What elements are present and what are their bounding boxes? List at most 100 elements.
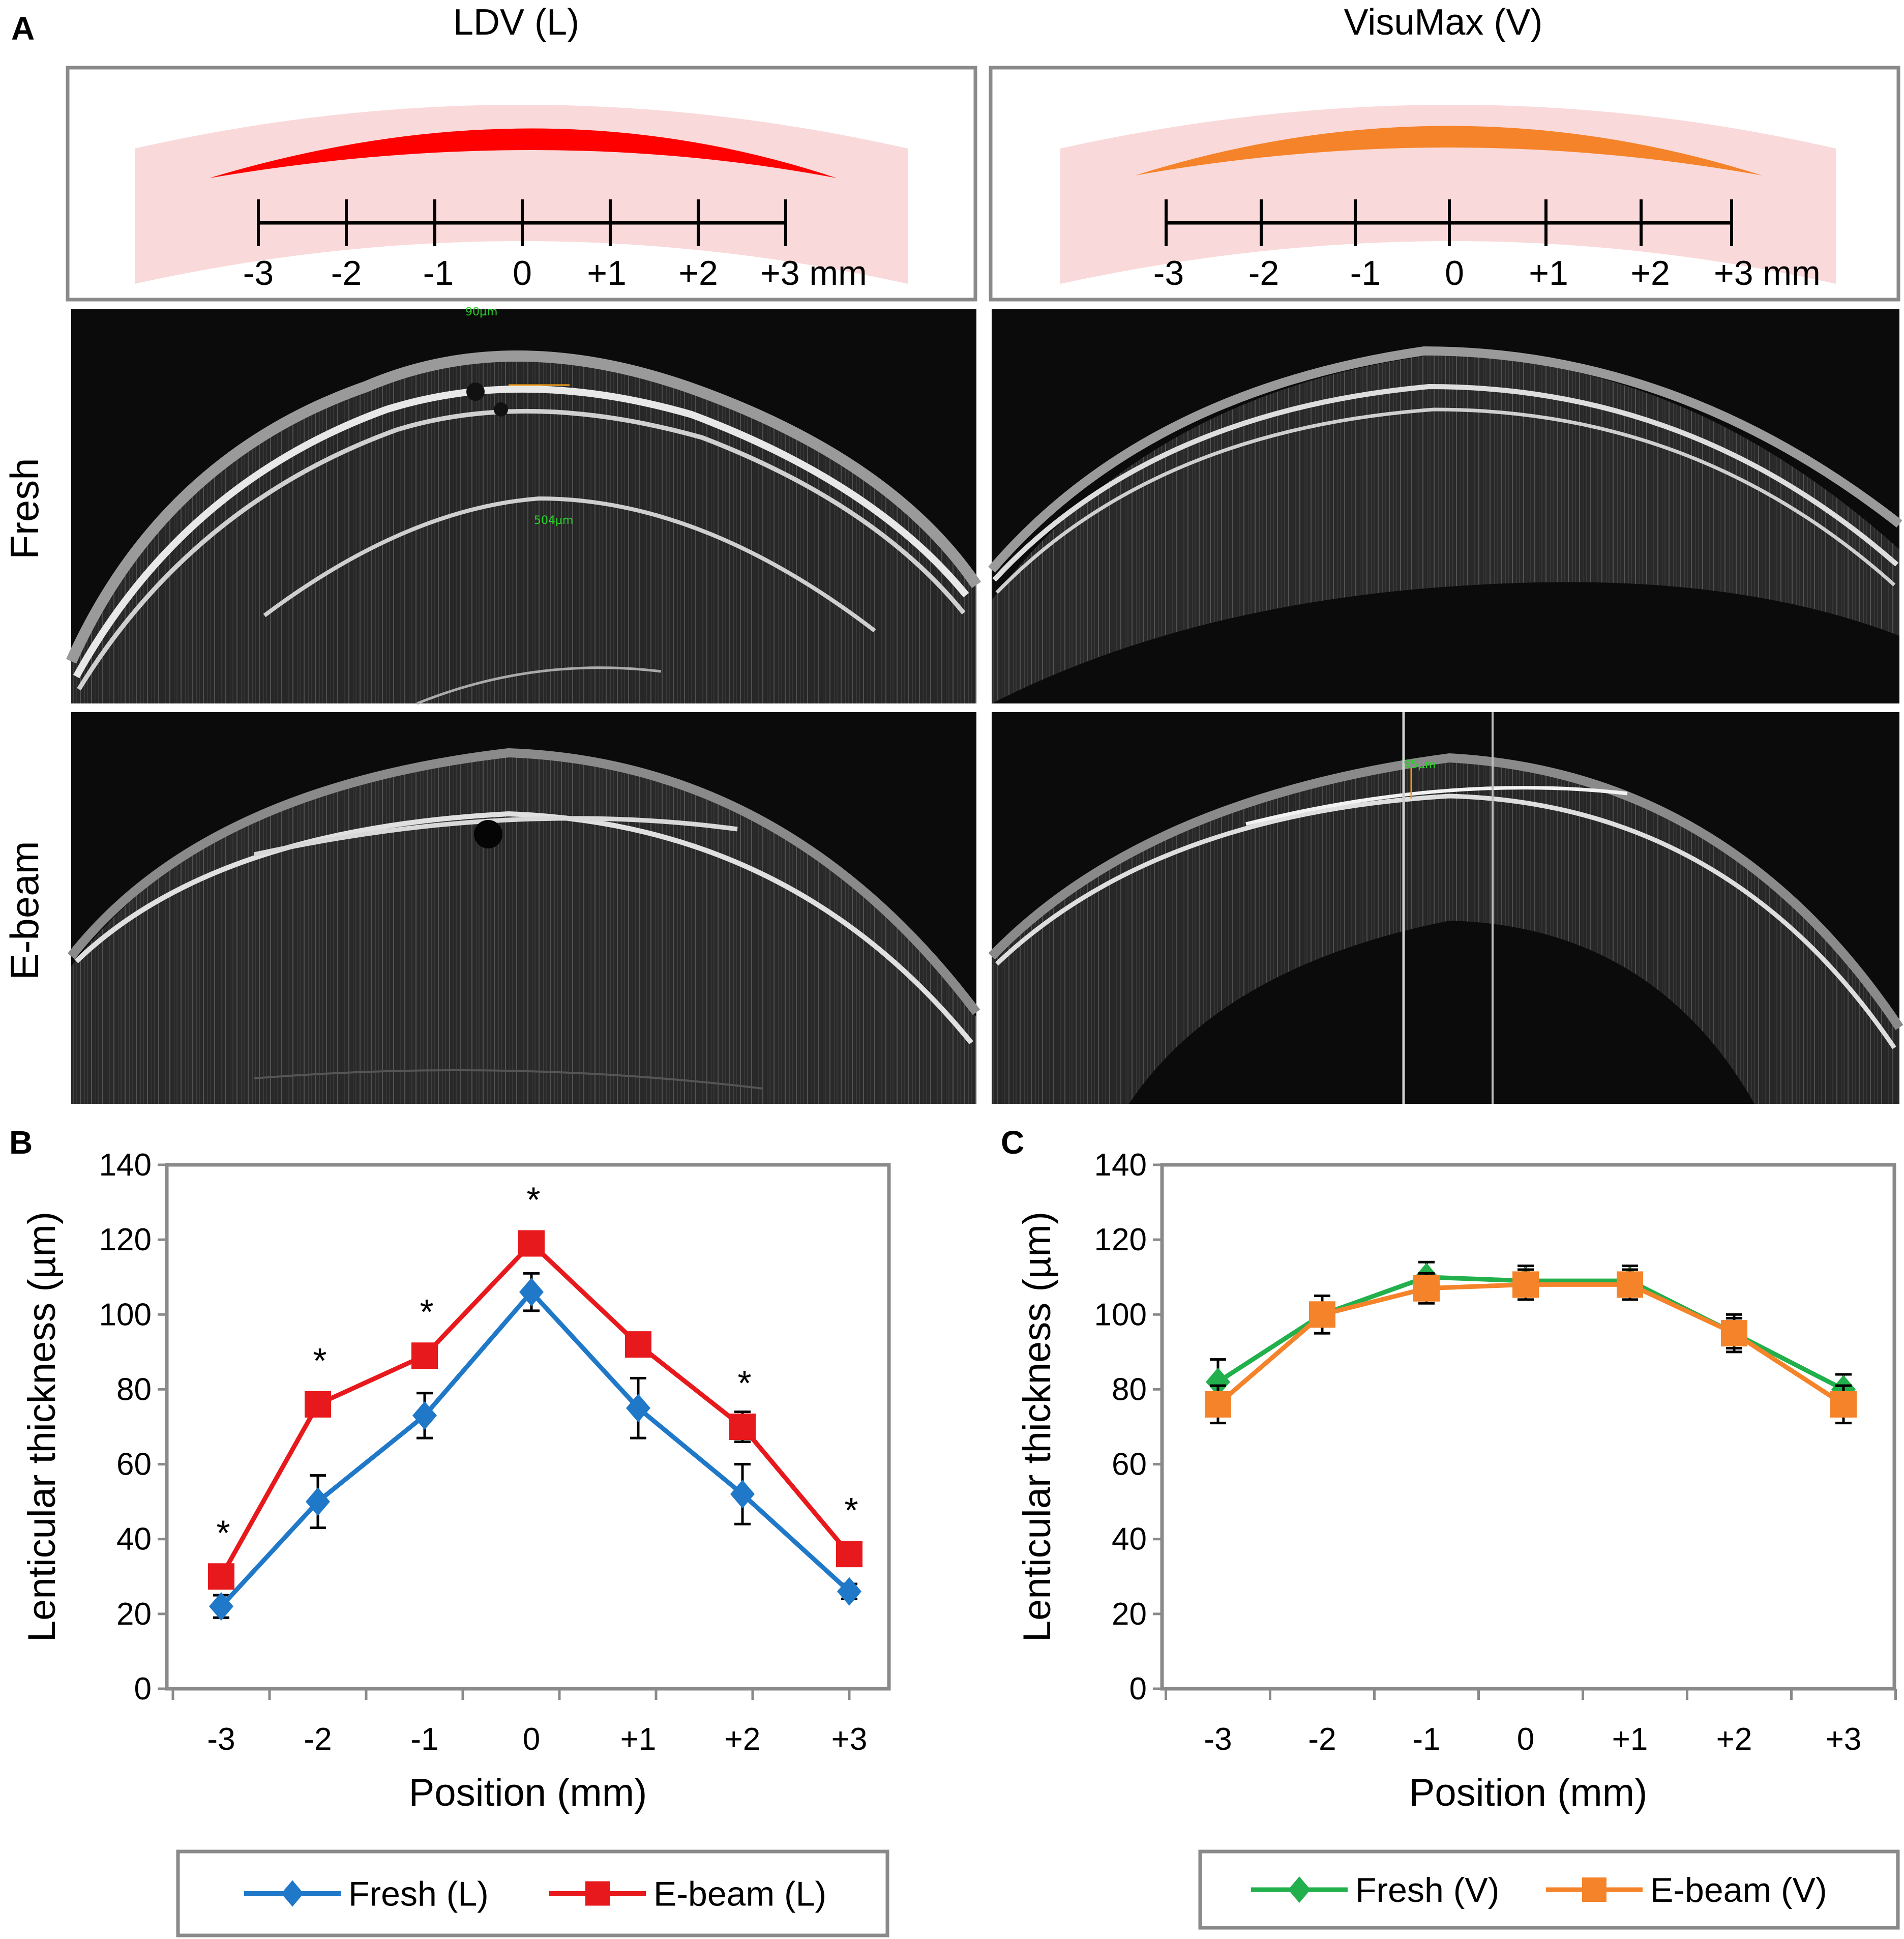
ldv-scale-label: -1 <box>423 254 454 292</box>
data-point-square <box>836 1541 862 1568</box>
legend: Fresh (V) E-beam (V) <box>1198 1849 1900 1930</box>
y-tick-label: 140 <box>1094 1148 1147 1183</box>
visumax-scale-label: 0 <box>1445 254 1464 292</box>
legend: Fresh (L) E-beam (L) <box>176 1849 889 1937</box>
x-axis-title: Position (mm) <box>1409 1771 1648 1814</box>
significance-star: * <box>313 1341 326 1380</box>
visumax-scale-label: -3 <box>1153 254 1184 292</box>
x-tick-label: -2 <box>1308 1722 1336 1757</box>
x-tick-label: +1 <box>620 1722 657 1757</box>
data-point-diamond <box>519 1278 544 1307</box>
visumax-scale-label: +1 <box>1529 254 1568 292</box>
oct-image-visumax-fresh <box>988 309 1902 703</box>
legend-label: E-beam (V) <box>1650 1871 1827 1909</box>
x-axis-title: Position (mm) <box>409 1771 647 1814</box>
x-tick-label: 0 <box>1517 1722 1534 1757</box>
y-tick-label: 40 <box>116 1522 152 1557</box>
x-tick-label: +3 <box>1826 1722 1862 1757</box>
ldv-scale-label: +2 <box>678 254 718 292</box>
x-tick-label: +1 <box>1612 1722 1648 1757</box>
x-tick-label: +3 <box>831 1722 868 1757</box>
y-axis-title: Lenticular thickness (µm) <box>1016 1212 1059 1642</box>
y-tick-label: 120 <box>99 1222 152 1257</box>
visumax-scale-label: +3 mm <box>1714 254 1821 292</box>
y-tick-label: 0 <box>134 1671 152 1707</box>
oct-image-ldv-fresh: 90µm 504µm <box>66 306 981 705</box>
y-tick-label: 80 <box>116 1372 152 1407</box>
y-axis-title: Lenticular thickness (µm) <box>20 1212 64 1642</box>
row-label-fresh: Fresh <box>2 458 47 559</box>
oct-image-ldv-ebeam <box>67 712 980 1104</box>
visumax-schematic: -3 -2 -1 0 +1 +2 +3 mm <box>989 66 1900 302</box>
chart-b: 0 20 40 60 80 100 120 140 -3 -2 -1 0 +1 +2 +3 Position … <box>20 1148 891 1937</box>
x-tick-label: -1 <box>1412 1722 1440 1757</box>
data-point-diamond <box>626 1394 650 1423</box>
data-point-diamond <box>730 1480 755 1509</box>
ldv-scale-label: 0 <box>513 254 532 292</box>
significance-star: * <box>737 1363 751 1403</box>
legend-label: Fresh (V) <box>1355 1871 1499 1909</box>
y-tick-label: 120 <box>1094 1222 1147 1257</box>
oct-annotation: 95µm <box>1404 758 1436 771</box>
y-tick-label: 20 <box>1112 1597 1147 1632</box>
legend-marker-diamond <box>281 1880 304 1907</box>
data-point-square <box>729 1414 756 1440</box>
y-tick-label: 140 <box>99 1148 152 1183</box>
y-tick-label: 100 <box>1094 1297 1147 1332</box>
legend-label: E-beam (L) <box>653 1875 826 1914</box>
legend-marker-square <box>1582 1877 1606 1902</box>
visumax-lenticule <box>1135 126 1762 175</box>
x-tick-label: -3 <box>207 1722 235 1757</box>
data-point-square <box>1205 1391 1231 1418</box>
ldv-scale-bar <box>257 199 787 246</box>
visumax-scale-bar <box>1165 199 1733 246</box>
panel-c-letter: C <box>1001 1124 1024 1161</box>
ldv-scale-label: -2 <box>331 254 362 292</box>
data-point-square <box>411 1342 438 1369</box>
oct-annotation: 504µm <box>534 514 573 527</box>
data-point-square <box>208 1563 234 1590</box>
ldv-scale-label: +3 mm <box>760 254 867 292</box>
panel-b-letter: B <box>9 1124 33 1161</box>
visumax-column-title: VisuMax (V) <box>1344 2 1543 43</box>
data-point-square <box>1413 1275 1440 1302</box>
data-point-square <box>1512 1271 1539 1298</box>
y-tick-label: 80 <box>1112 1372 1147 1407</box>
data-point-diamond <box>412 1401 437 1430</box>
data-point-diamond <box>837 1577 861 1606</box>
significance-star: * <box>420 1292 433 1332</box>
visumax-scale-label: -2 <box>1248 254 1279 292</box>
significance-star: * <box>526 1180 540 1220</box>
legend-marker-square <box>585 1881 610 1906</box>
y-tick-label: 0 <box>1129 1671 1147 1707</box>
y-tick-label: 60 <box>116 1447 152 1482</box>
ldv-scale-label: +1 <box>587 254 627 292</box>
data-point-diamond <box>209 1592 233 1621</box>
legend-marker-diamond <box>1288 1876 1311 1903</box>
data-point-square <box>1721 1320 1747 1347</box>
ldv-scale-label: -3 <box>243 254 274 292</box>
x-tick-label: -1 <box>410 1722 438 1757</box>
visumax-scale-label: +2 <box>1630 254 1670 292</box>
plot-area-frame <box>1160 1163 1896 1691</box>
x-tick-label: -3 <box>1204 1722 1232 1757</box>
data-point-square <box>1830 1391 1857 1418</box>
ldv-schematic: -3 -2 -1 0 +1 +2 +3 mm <box>66 66 977 302</box>
data-point-diamond <box>1206 1367 1230 1396</box>
data-point-square <box>1617 1271 1643 1298</box>
data-point-diamond <box>306 1487 330 1516</box>
chart-c: 0 20 40 60 80 100 120 140 -3 -2 -1 0 +1 +2 +3 Position … <box>1016 1148 1900 1930</box>
data-point-square <box>305 1391 331 1418</box>
ldv-lenticule <box>210 128 837 178</box>
y-tick-label: 60 <box>1112 1447 1147 1482</box>
significance-star: * <box>844 1490 858 1530</box>
x-tick-label: +2 <box>725 1722 761 1757</box>
x-tick-label: +2 <box>1716 1722 1752 1757</box>
data-point-square <box>1309 1301 1335 1328</box>
oct-image-visumax-ebeam: 95µm <box>988 712 1903 1104</box>
y-tick-label: 20 <box>116 1597 152 1632</box>
oct-annotation: 90µm <box>465 306 497 318</box>
significance-star: * <box>216 1513 230 1552</box>
x-tick-label: 0 <box>523 1722 540 1757</box>
